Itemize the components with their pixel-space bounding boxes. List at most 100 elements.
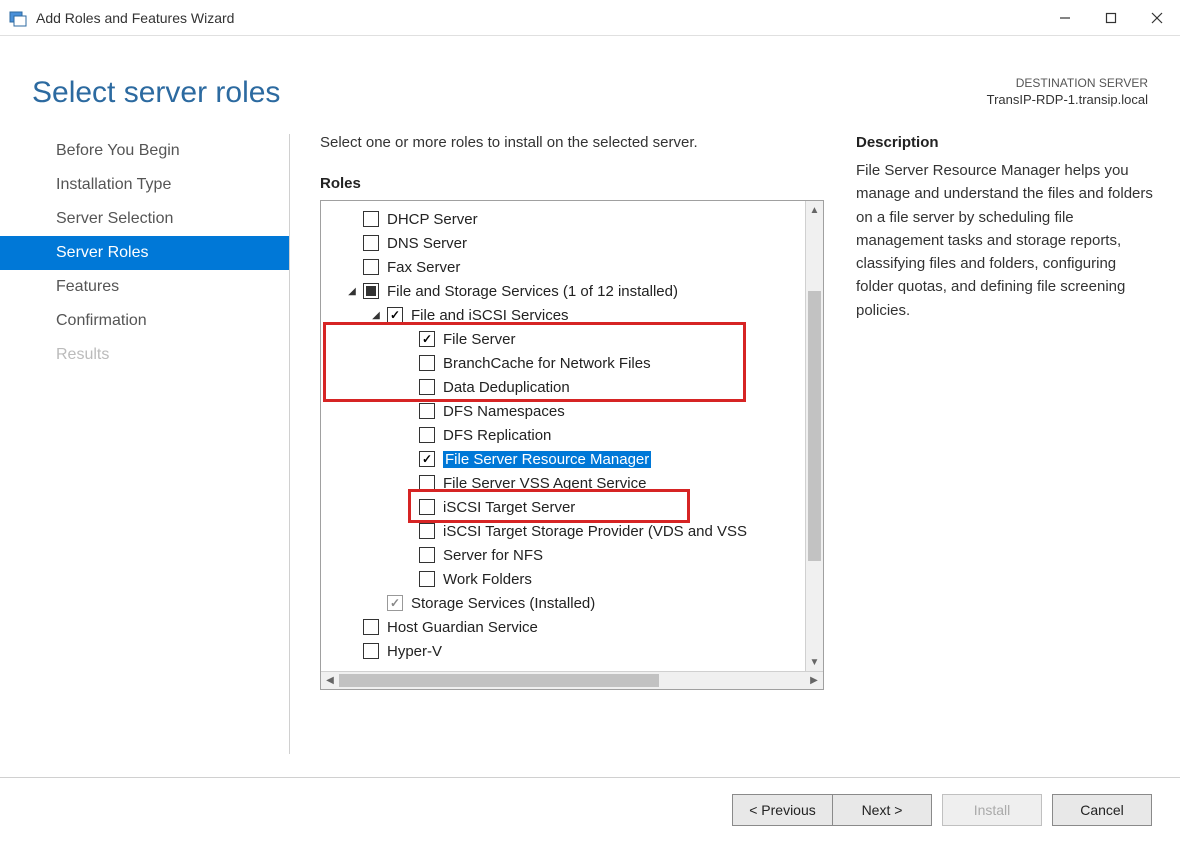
- nav-step-confirmation[interactable]: Confirmation: [0, 304, 289, 338]
- scroll-up-icon[interactable]: ▲: [806, 201, 823, 219]
- tree-row[interactable]: Server for NFS: [321, 543, 805, 567]
- tree-row[interactable]: Data Deduplication: [321, 375, 805, 399]
- tree-item-label[interactable]: Host Guardian Service: [387, 619, 538, 636]
- tree-row[interactable]: DFS Replication: [321, 423, 805, 447]
- tree-item-label[interactable]: iSCSI Target Storage Provider (VDS and V…: [443, 523, 747, 540]
- tree-item-label[interactable]: File Server VSS Agent Service: [443, 475, 646, 492]
- tree-row[interactable]: ◢ File and iSCSI Services: [321, 303, 805, 327]
- horizontal-scrollbar[interactable]: ◀ ▶: [321, 671, 823, 689]
- scroll-down-icon[interactable]: ▼: [806, 653, 823, 671]
- checkbox[interactable]: [419, 427, 435, 443]
- description-label: Description: [856, 134, 1156, 151]
- checkbox: [387, 595, 403, 611]
- nav-step-before-you-begin[interactable]: Before You Begin: [0, 134, 289, 168]
- cancel-button[interactable]: Cancel: [1052, 794, 1152, 826]
- tree-item-label[interactable]: Work Folders: [443, 571, 532, 588]
- tree-row[interactable]: DHCP Server: [321, 207, 805, 231]
- scroll-right-icon[interactable]: ▶: [805, 672, 823, 689]
- tree-item-label[interactable]: DFS Namespaces: [443, 403, 565, 420]
- checkbox[interactable]: [419, 403, 435, 419]
- roles-tree: DHCP Server DNS Server Fax Server ◢ File and…: [321, 201, 823, 671]
- wizard-footer: < Previous Next > Install Cancel: [0, 777, 1180, 841]
- destination-server-name: TransIP-RDP-1.transip.local: [987, 92, 1148, 107]
- roles-label: Roles: [320, 175, 824, 192]
- content: Select one or more roles to install on t…: [290, 134, 1180, 754]
- checkbox[interactable]: [419, 547, 435, 563]
- tree-row[interactable]: DFS Namespaces: [321, 399, 805, 423]
- tree-item-label[interactable]: Data Deduplication: [443, 379, 570, 396]
- destination-server-label: DESTINATION SERVER: [987, 76, 1148, 90]
- checkbox[interactable]: [419, 379, 435, 395]
- vertical-scrollbar[interactable]: ▲ ▼: [805, 201, 823, 671]
- tree-item-label[interactable]: DFS Replication: [443, 427, 551, 444]
- tree-item-label[interactable]: File and Storage Services (1 of 12 insta…: [387, 283, 678, 300]
- checkbox[interactable]: [363, 235, 379, 251]
- scroll-left-icon[interactable]: ◀: [321, 672, 339, 689]
- roles-column: Select one or more roles to install on t…: [320, 134, 824, 754]
- checkbox[interactable]: [363, 211, 379, 227]
- vertical-scroll-thumb[interactable]: [808, 291, 821, 561]
- checkbox[interactable]: [419, 331, 435, 347]
- tree-row[interactable]: Hyper-V: [321, 639, 805, 663]
- previous-button[interactable]: < Previous: [732, 794, 832, 826]
- instruction-text: Select one or more roles to install on t…: [320, 134, 824, 151]
- description-text: File Server Resource Manager helps you m…: [856, 159, 1156, 322]
- tree-row[interactable]: File Server: [321, 327, 805, 351]
- nav-button-group: < Previous Next >: [732, 794, 932, 826]
- checkbox[interactable]: [363, 283, 379, 299]
- nav-step-features[interactable]: Features: [0, 270, 289, 304]
- wizard-nav: Before You BeginInstallation TypeServer …: [0, 134, 290, 754]
- checkbox[interactable]: [387, 307, 403, 323]
- tree-row[interactable]: File Server Resource Manager: [321, 447, 805, 471]
- tree-item-label[interactable]: Storage Services (Installed): [411, 595, 595, 612]
- nav-step-installation-type[interactable]: Installation Type: [0, 168, 289, 202]
- horizontal-scroll-thumb[interactable]: [339, 674, 659, 687]
- tree-viewport[interactable]: DHCP Server DNS Server Fax Server ◢ File and…: [321, 201, 805, 671]
- roles-listbox: DHCP Server DNS Server Fax Server ◢ File and…: [320, 200, 824, 690]
- main: Before You BeginInstallation TypeServer …: [0, 134, 1180, 754]
- next-button[interactable]: Next >: [832, 794, 932, 826]
- tree-item-label[interactable]: iSCSI Target Server: [443, 499, 575, 516]
- checkbox[interactable]: [419, 523, 435, 539]
- checkbox[interactable]: [419, 355, 435, 371]
- tree-item-label[interactable]: DNS Server: [387, 235, 467, 252]
- minimize-button[interactable]: [1042, 0, 1088, 36]
- tree-item-label[interactable]: Hyper-V: [387, 643, 442, 660]
- tree-row[interactable]: iSCSI Target Server: [321, 495, 805, 519]
- header: Select server roles DESTINATION SERVER T…: [0, 36, 1180, 134]
- tree-item-label[interactable]: DHCP Server: [387, 211, 478, 228]
- titlebar: Add Roles and Features Wizard: [0, 0, 1180, 36]
- tree-item-label[interactable]: Server for NFS: [443, 547, 543, 564]
- maximize-button[interactable]: [1088, 0, 1134, 36]
- checkbox[interactable]: [419, 571, 435, 587]
- expander-open-icon[interactable]: ◢: [369, 308, 383, 322]
- checkbox[interactable]: [363, 643, 379, 659]
- tree-item-label[interactable]: BranchCache for Network Files: [443, 355, 651, 372]
- checkbox[interactable]: [419, 499, 435, 515]
- tree-row[interactable]: DNS Server: [321, 231, 805, 255]
- tree-item-label[interactable]: File Server: [443, 331, 516, 348]
- tree-row[interactable]: ◢ File and Storage Services (1 of 12 inst…: [321, 279, 805, 303]
- wizard-icon: [8, 8, 28, 28]
- checkbox[interactable]: [363, 259, 379, 275]
- tree-row[interactable]: File Server VSS Agent Service: [321, 471, 805, 495]
- tree-row[interactable]: BranchCache for Network Files: [321, 351, 805, 375]
- checkbox[interactable]: [419, 451, 435, 467]
- expander-open-icon[interactable]: ◢: [345, 284, 359, 298]
- tree-item-label[interactable]: File Server Resource Manager: [443, 451, 651, 468]
- nav-step-server-roles[interactable]: Server Roles: [0, 236, 289, 270]
- tree-row[interactable]: Host Guardian Service: [321, 615, 805, 639]
- tree-row[interactable]: Storage Services (Installed): [321, 591, 805, 615]
- nav-step-results: Results: [0, 338, 289, 372]
- tree-row[interactable]: Fax Server: [321, 255, 805, 279]
- tree-row[interactable]: Work Folders: [321, 567, 805, 591]
- tree-item-label[interactable]: Fax Server: [387, 259, 460, 276]
- checkbox[interactable]: [363, 619, 379, 635]
- tree-item-label[interactable]: File and iSCSI Services: [411, 307, 569, 324]
- horizontal-scroll-track[interactable]: [339, 672, 805, 689]
- close-button[interactable]: [1134, 0, 1180, 36]
- tree-row[interactable]: iSCSI Target Storage Provider (VDS and V…: [321, 519, 805, 543]
- page-title: Select server roles: [32, 76, 280, 110]
- checkbox[interactable]: [419, 475, 435, 491]
- nav-step-server-selection[interactable]: Server Selection: [0, 202, 289, 236]
